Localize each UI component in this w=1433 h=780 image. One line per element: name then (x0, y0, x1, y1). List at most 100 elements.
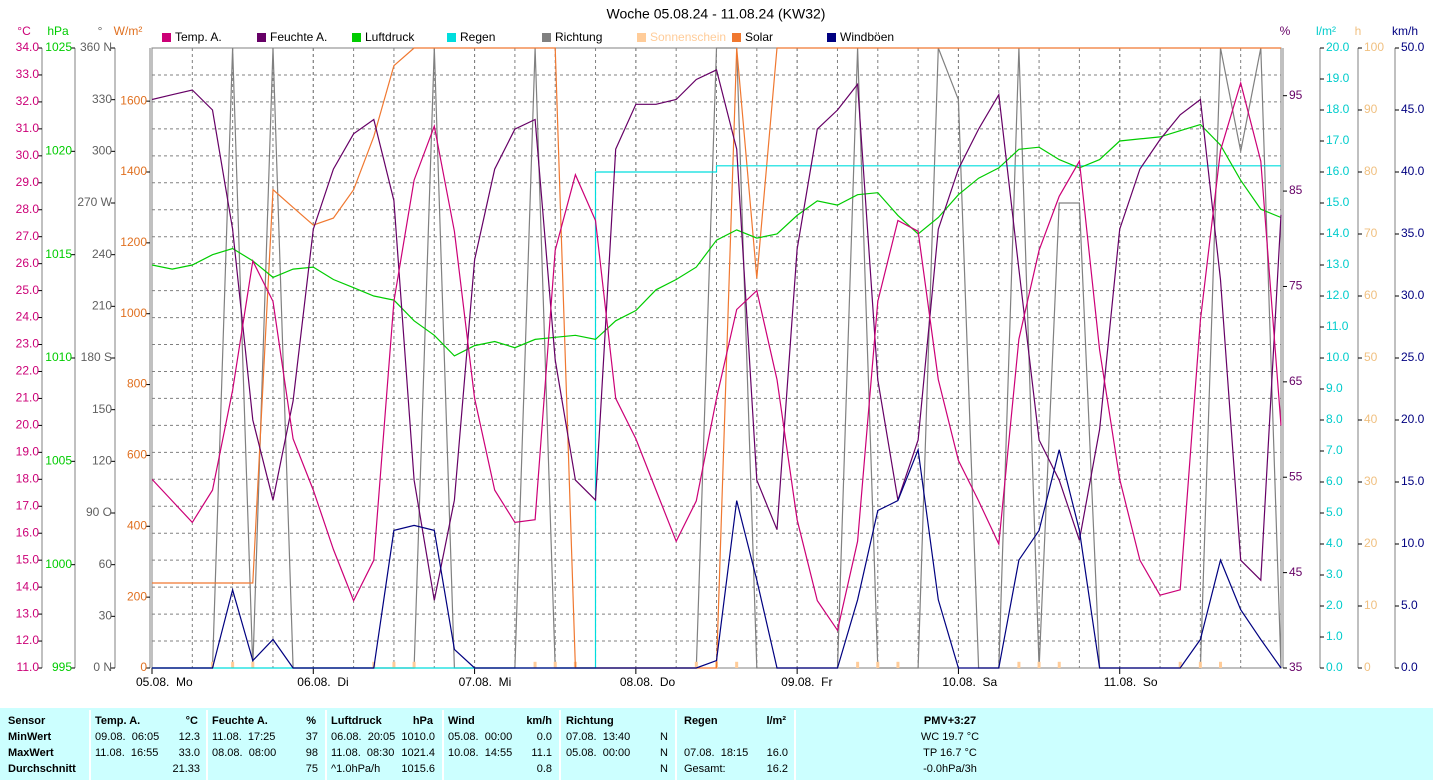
y-tick-label: 29.0 (16, 175, 40, 189)
y-tick-label: 18.0 (1326, 102, 1350, 116)
table-header: Luftdruck (331, 715, 383, 727)
legend-swatch (542, 33, 551, 42)
x-tick-label: 06.08. Di (297, 675, 348, 689)
table-time: 08.08. 08:00 (212, 747, 276, 759)
legend-label: Feuchte A. (270, 30, 327, 44)
table-time: 06.08. 20:05 (331, 731, 395, 743)
y-tick-label: 12.0 (16, 633, 40, 647)
y-tick-label: 0 N (93, 660, 112, 674)
sunshine-bar (1219, 661, 1223, 668)
y-tick-label: 25.0 (1401, 350, 1425, 364)
y-tick-label: 800 (127, 377, 147, 391)
y-tick-label: 30 (1364, 474, 1378, 488)
y-tick-label: 1010 (45, 350, 72, 364)
y-tick-label: 40 (1364, 412, 1378, 426)
y-tick-label: 0.0 (1401, 660, 1418, 674)
y-tick-label: 23.0 (16, 337, 40, 351)
table-value: -0.0hPa/3h (923, 763, 977, 775)
legend-swatch (732, 33, 741, 42)
legend-label: Temp. A. (175, 30, 222, 44)
table-unit: % (306, 715, 316, 727)
axis-unit: hPa (47, 24, 69, 38)
table-header: Temp. A. (95, 715, 140, 727)
x-tick-label: 10.08. Sa (942, 675, 997, 689)
series-line (152, 123, 1282, 357)
sunshine-bar (1198, 661, 1202, 668)
table-value: 75 (306, 763, 318, 775)
y-tick-label: 600 (127, 448, 147, 462)
series-line (152, 447, 1282, 669)
y-tick-label: 90 O (86, 505, 112, 519)
table-header: Sensor (8, 715, 46, 727)
legend-swatch (637, 33, 646, 42)
y-tick-label: 33.0 (16, 67, 40, 81)
y-tick-label: 15.0 (1326, 195, 1350, 209)
y-tick-label: 6.0 (1326, 474, 1343, 488)
y-tick-label: 3.0 (1326, 567, 1343, 581)
legend-label: Regen (460, 30, 495, 44)
y-tick-label: 5.0 (1401, 598, 1418, 612)
legend-label: Richtung (555, 30, 602, 44)
y-tick-label: 10.0 (1326, 350, 1350, 364)
legend-label: Luftdruck (365, 30, 415, 44)
y-tick-label: 14.0 (16, 579, 40, 593)
sunshine-bar (251, 661, 255, 668)
table-value: 16.0 (767, 747, 788, 759)
chart-title: Woche 05.08.24 - 11.08.24 (KW32) (607, 6, 826, 22)
y-tick-label: 31.0 (16, 121, 40, 135)
y-tick-label: 55 (1289, 469, 1303, 483)
y-tick-label: 50.0 (1401, 40, 1425, 54)
y-tick-label: 300 (92, 144, 112, 158)
table-header: PMV+3:27 (924, 715, 976, 727)
y-tick-label: 8.0 (1326, 412, 1343, 426)
table-value: 33.0 (179, 747, 200, 759)
y-tick-label: 18.0 (16, 471, 40, 485)
axis-unit: l/m² (1316, 24, 1336, 38)
table-value: 0.0 (537, 731, 552, 743)
legend-swatch (257, 33, 266, 42)
sunshine-bar (896, 661, 900, 668)
y-tick-label: 70 (1364, 226, 1378, 240)
table-value: 37 (306, 731, 318, 743)
y-tick-label: 2.0 (1326, 598, 1343, 612)
y-tick-label: 85 (1289, 183, 1303, 197)
table-value: 12.3 (179, 731, 200, 743)
table-value: TP 16.7 °C (923, 747, 977, 759)
y-tick-label: 360 N (80, 40, 112, 54)
y-tick-label: 9.0 (1326, 381, 1343, 395)
y-tick-label: 1020 (45, 144, 72, 158)
y-tick-label: 20.0 (16, 418, 40, 432)
table-value: 16.2 (767, 763, 788, 775)
table-value: WC 19.7 °C (921, 731, 979, 743)
table-time: 05.08. 00:00 (448, 731, 512, 743)
y-tick-label: 1015 (45, 247, 72, 261)
y-tick-label: 60 (1364, 288, 1378, 302)
y-tick-label: 240 (92, 247, 112, 261)
y-tick-label: 1000 (120, 306, 147, 320)
y-tick-label: 28.0 (16, 202, 40, 216)
table-time: 05.08. 00:00 (566, 747, 630, 759)
y-tick-label: 90 (1364, 102, 1378, 116)
y-tick-label: 400 (127, 518, 147, 532)
y-tick-label: 10.0 (1401, 536, 1425, 550)
axis-unit: h (1355, 24, 1362, 38)
table-time: ^1.0hPa/h (331, 763, 380, 775)
table-unit: hPa (413, 715, 434, 727)
y-tick-label: 0 (140, 660, 147, 674)
table-time: 09.08. 06:05 (95, 731, 159, 743)
table-value: 1010.0 (401, 731, 435, 743)
x-tick-label: 05.08. Mo (136, 675, 193, 689)
y-tick-label: 30.0 (1401, 288, 1425, 302)
sunshine-bar (876, 661, 880, 668)
y-tick-label: 65 (1289, 374, 1303, 388)
y-tick-label: 16.0 (1326, 164, 1350, 178)
legend-label: Windböen (840, 30, 894, 44)
y-tick-label: 50 (1364, 350, 1378, 364)
table-value: 11.1 (531, 747, 552, 759)
sunshine-bar (735, 661, 739, 668)
table-header: Richtung (566, 715, 614, 727)
y-tick-label: 20.0 (1401, 412, 1425, 426)
sunshine-bar (1017, 661, 1021, 668)
table-value: 0.8 (537, 763, 552, 775)
